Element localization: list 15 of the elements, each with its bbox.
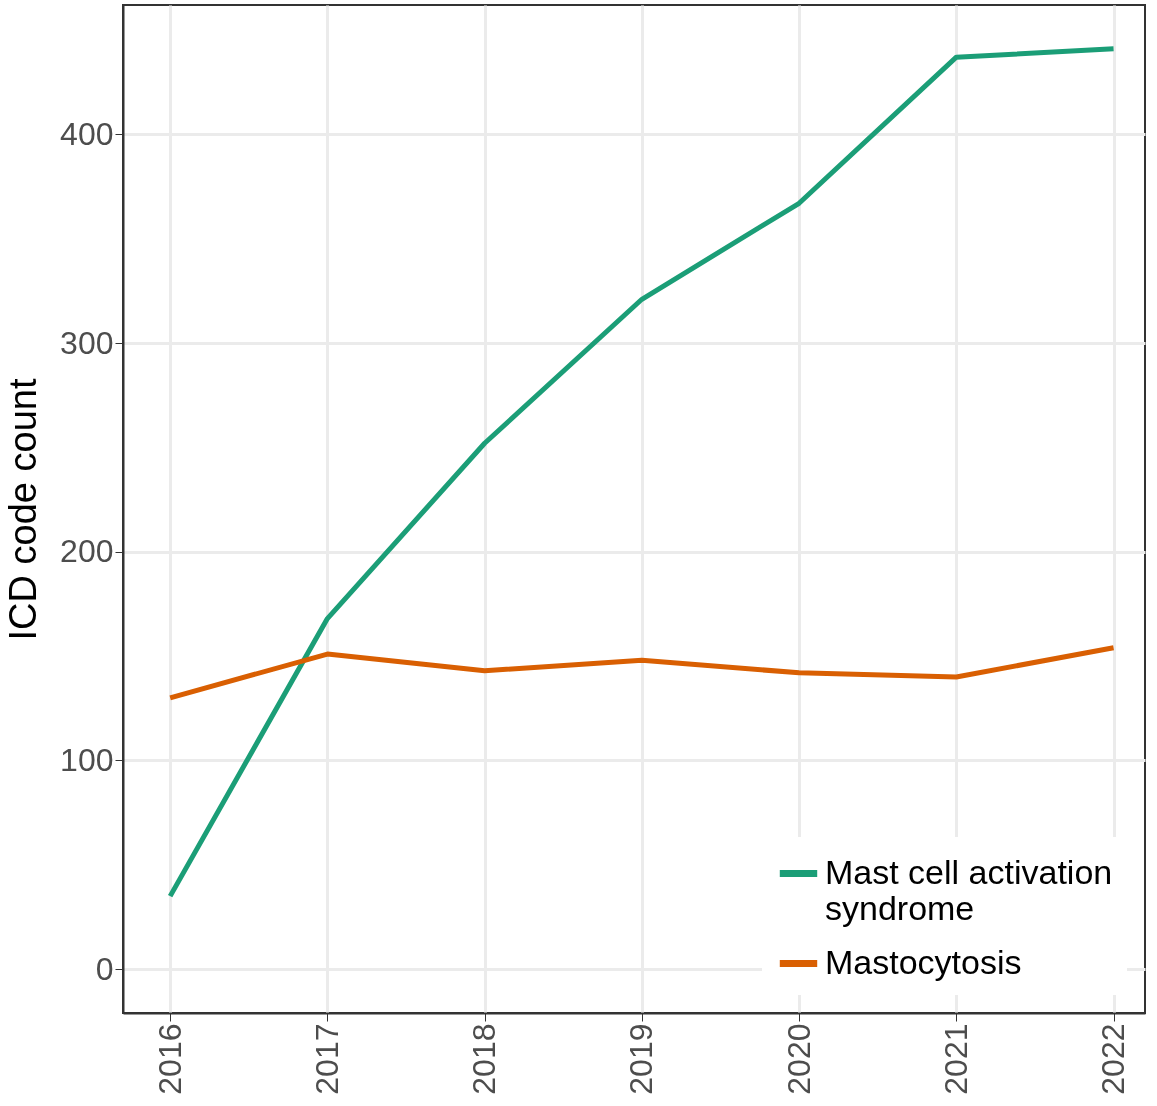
legend-label: Mast cell activation syndrome	[825, 852, 1113, 927]
y-tick-label: 300	[60, 324, 114, 361]
y-axis-title: ICD code count	[2, 378, 45, 641]
x-tick-label: 2019	[623, 1023, 660, 1095]
x-tick-label: 2022	[1095, 1023, 1132, 1095]
x-tick-label: 2018	[466, 1023, 503, 1095]
x-tick-label: 2020	[780, 1023, 817, 1095]
y-tick-label: 0	[95, 950, 114, 987]
x-tick-label: 2017	[308, 1023, 345, 1095]
legend-label: Mastocytosis	[825, 942, 1022, 981]
y-tick-label: 100	[60, 741, 114, 778]
x-tick-label: 2016	[151, 1023, 188, 1095]
y-tick-label: 400	[60, 115, 114, 152]
x-tick-label: 2021	[937, 1023, 974, 1095]
y-tick-label: 200	[60, 533, 114, 570]
